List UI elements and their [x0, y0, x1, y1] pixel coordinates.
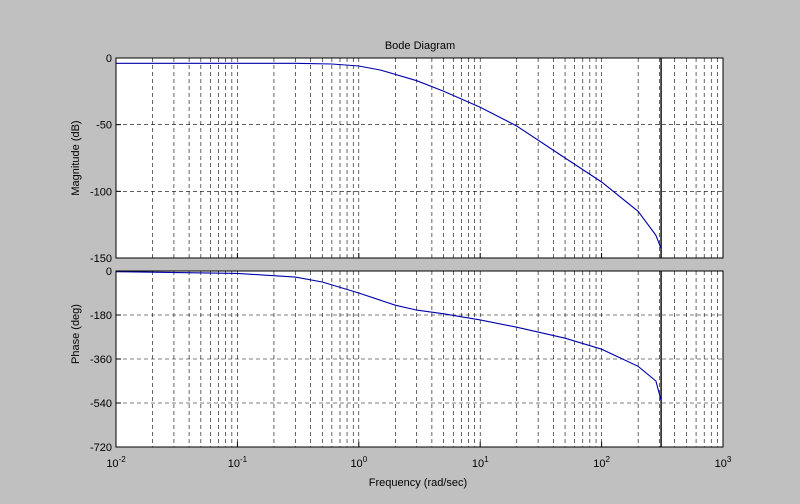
magnitude-y-ticks: 0 -50 -100 -150	[90, 53, 121, 265]
y-tick-label: -50	[96, 120, 112, 132]
y-tick-label: -360	[90, 354, 112, 366]
series-line	[115, 271, 662, 401]
x-tick-label: 101	[472, 455, 489, 470]
x-tick-label: 10-1	[228, 455, 248, 470]
phase-ylabel: Phase (deg)	[70, 304, 82, 364]
chart-xlabel: Frequency (rad/sec)	[369, 477, 467, 489]
series-line	[116, 62, 662, 249]
x-tick-label: 103	[715, 455, 732, 470]
phase-marks	[115, 271, 662, 447]
y-tick-label: -150	[90, 253, 112, 265]
y-tick-label: -180	[90, 310, 112, 322]
frequency-tick-labels: 10-2 10-1 100 101 102 103	[106, 253, 732, 470]
magnitude-panel: 0 -50 -100 -150 Magnitude (dB)	[70, 53, 724, 265]
y-tick-label: -720	[90, 442, 112, 454]
x-tick-label: 102	[593, 455, 610, 470]
phase-grid	[116, 271, 723, 447]
magnitude-marks	[116, 58, 662, 258]
x-tick-label: 10-2	[106, 455, 126, 470]
y-tick-label: 0	[106, 53, 112, 65]
phase-panel: 0 -180 -360 -540 -720 Phase (deg)	[70, 266, 724, 454]
y-tick-label: 0	[106, 266, 112, 278]
chart-title: Bode Diagram	[385, 40, 455, 52]
y-tick-label: -540	[90, 398, 112, 410]
phase-y-ticks: 0 -180 -360 -540 -720	[90, 266, 121, 454]
x-tick-label: 100	[350, 455, 367, 470]
y-tick-label: -100	[90, 186, 112, 198]
magnitude-ylabel: Magnitude (dB)	[70, 120, 82, 195]
